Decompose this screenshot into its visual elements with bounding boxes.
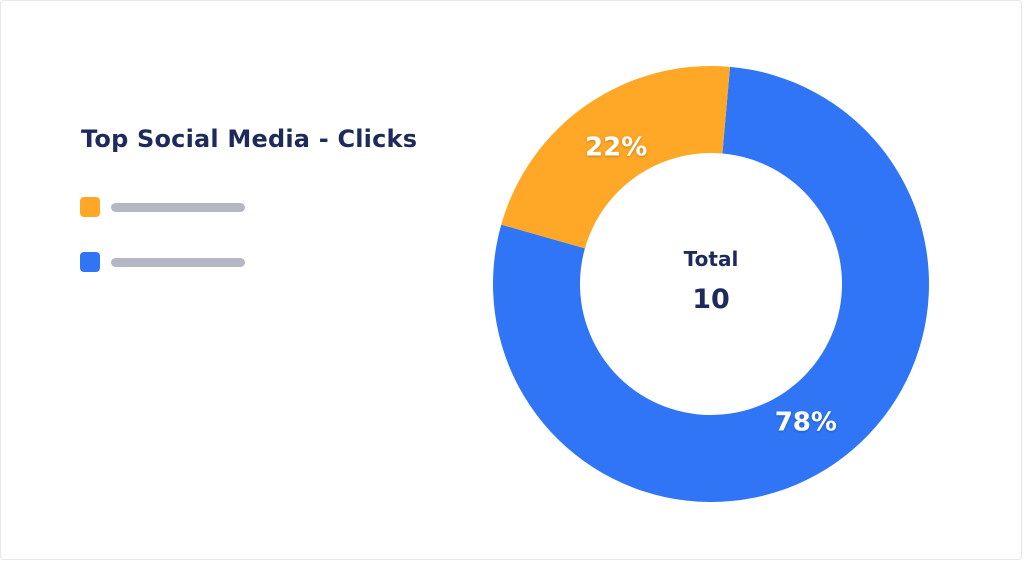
legend-swatch-1 xyxy=(80,197,100,217)
center-total-value: 10 xyxy=(692,284,730,315)
center-total-label: Total xyxy=(684,247,739,271)
legend-label-placeholder-2 xyxy=(111,258,245,267)
chart-title: Top Social Media - Clicks xyxy=(81,125,418,153)
slice-labels: 78% 22% xyxy=(585,133,837,438)
legend-swatch-2 xyxy=(80,252,100,272)
legend-label-placeholder-1 xyxy=(111,203,245,212)
slice-label-1: 22% xyxy=(585,133,647,163)
slice-label-2: 78% xyxy=(775,407,837,437)
donut-slice-2 xyxy=(493,66,929,503)
donut-slice-1 xyxy=(501,66,730,249)
donut-slices xyxy=(493,66,929,503)
